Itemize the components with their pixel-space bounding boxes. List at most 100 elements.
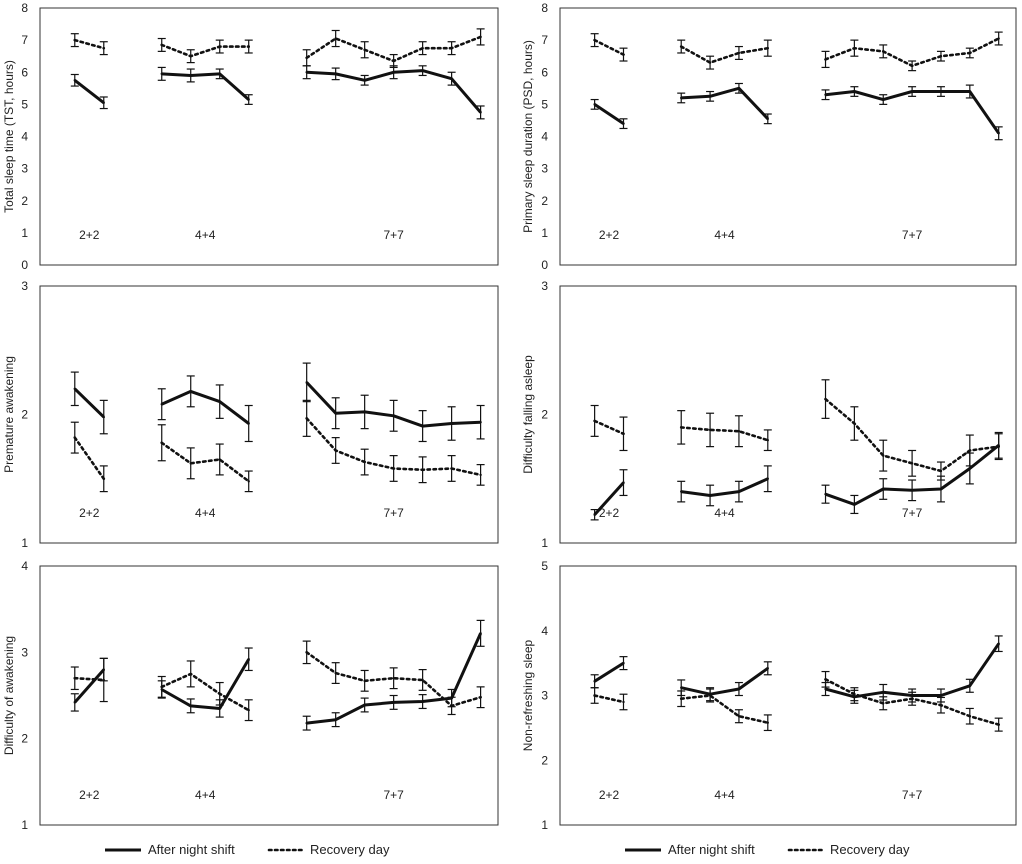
- data-point: [218, 692, 221, 695]
- data-point: [102, 678, 105, 682]
- y-tick-label: 3: [21, 162, 28, 176]
- data-point: [968, 449, 972, 452]
- panel-frame: [39, 565, 499, 826]
- y-tick-label: 3: [21, 645, 28, 659]
- legend-dotted-label: Recovery day: [830, 842, 910, 857]
- data-point: [479, 421, 482, 424]
- data-point: [421, 678, 424, 682]
- series-recovery-day-line: [679, 694, 770, 725]
- data-point: [392, 59, 395, 63]
- data-point: [160, 43, 163, 47]
- data-point: [334, 37, 337, 40]
- data-point: [479, 696, 482, 699]
- y-tick-label: 3: [541, 279, 548, 293]
- data-point: [73, 387, 76, 390]
- data-point: [421, 700, 424, 703]
- data-point: [824, 397, 827, 401]
- data-point: [680, 490, 683, 493]
- series-recovery-day-line: [679, 45, 770, 64]
- y-axis-label: Difficulty falling asleep: [521, 355, 535, 474]
- data-point: [334, 449, 337, 452]
- data-point: [766, 721, 769, 724]
- y-tick-label: 8: [541, 1, 548, 15]
- data-point: [766, 46, 769, 50]
- y-tick-label: 4: [21, 559, 28, 573]
- data-point: [680, 45, 683, 48]
- series-after-night-shift-line: [680, 667, 769, 696]
- data-point: [622, 432, 625, 435]
- series-after-night-shift-line: [161, 72, 250, 101]
- data-point: [853, 90, 856, 93]
- data-point: [824, 93, 827, 96]
- data-point: [766, 439, 769, 442]
- data-point: [882, 454, 885, 457]
- series-after-night-shift-line: [73, 668, 105, 704]
- data-point: [766, 477, 769, 480]
- data-point: [392, 677, 395, 680]
- legend-dotted-label: Recovery day: [310, 842, 390, 857]
- panel-psd: 0 1 2 3 4 5 6 7 8 Primary sleep duration (PSD, ho…: [521, 1, 1017, 272]
- panel-frame: [39, 285, 499, 544]
- data-point: [189, 390, 192, 393]
- group-label-4plus4: 4+4: [714, 228, 735, 242]
- legend-solid-label: After night shift: [668, 842, 755, 857]
- panel-frame: [39, 7, 499, 266]
- data-point: [593, 680, 596, 683]
- panel-falling: 1 2 3 Difficulty falling asleep 2+2 4+4 7+7: [521, 279, 1017, 550]
- data-point: [305, 381, 308, 384]
- data-point: [392, 414, 395, 417]
- data-point: [622, 661, 625, 665]
- data-point: [622, 53, 625, 56]
- y-tick-label: 8: [21, 1, 28, 15]
- y-tick-label: 7: [541, 33, 548, 47]
- data-point: [882, 702, 885, 705]
- series-recovery-day-line: [160, 672, 250, 712]
- y-tick-label: 1: [21, 536, 28, 550]
- data-point: [737, 430, 741, 433]
- data-point: [189, 54, 192, 58]
- y-tick-label: 2: [541, 753, 548, 767]
- group-label-2plus2: 2+2: [79, 788, 100, 802]
- data-point: [247, 708, 250, 712]
- y-tick-label: 4: [541, 624, 548, 638]
- data-point: [968, 467, 972, 470]
- series-recovery-day-line: [593, 419, 625, 436]
- data-point: [479, 111, 482, 114]
- data-point: [708, 95, 712, 98]
- group-label-4plus4: 4+4: [195, 506, 216, 520]
- group-label-2plus2: 2+2: [79, 228, 100, 242]
- legend-left: After night shift Recovery day: [105, 842, 390, 857]
- data-point: [102, 477, 105, 480]
- data-point: [939, 694, 943, 697]
- data-point: [305, 56, 308, 59]
- data-point: [910, 697, 914, 700]
- series-recovery-day-line: [160, 43, 250, 58]
- series-after-night-shift-line: [73, 387, 105, 419]
- y-tick-label: 2: [21, 194, 28, 208]
- data-point: [968, 51, 972, 55]
- data-point: [392, 467, 395, 470]
- data-point: [622, 700, 625, 704]
- data-point: [421, 468, 424, 471]
- y-tick-label: 1: [541, 818, 548, 832]
- y-tick-label: 5: [21, 97, 28, 111]
- data-point: [218, 707, 221, 710]
- group-label-4plus4: 4+4: [714, 788, 735, 802]
- data-point: [997, 445, 1000, 448]
- y-tick-label: 1: [541, 226, 548, 240]
- y-tick-label: 0: [21, 258, 28, 272]
- data-point: [997, 642, 1000, 645]
- data-point: [73, 38, 76, 42]
- series-recovery-day-line: [73, 676, 106, 682]
- data-point: [305, 417, 308, 420]
- y-tick-label: 3: [541, 162, 548, 176]
- data-point: [218, 458, 221, 461]
- data-point: [593, 419, 596, 423]
- data-point: [708, 61, 712, 64]
- data-point: [939, 487, 943, 491]
- data-point: [334, 412, 337, 415]
- data-point: [824, 678, 827, 681]
- data-point: [593, 513, 596, 516]
- series-after-night-shift-line: [160, 658, 250, 710]
